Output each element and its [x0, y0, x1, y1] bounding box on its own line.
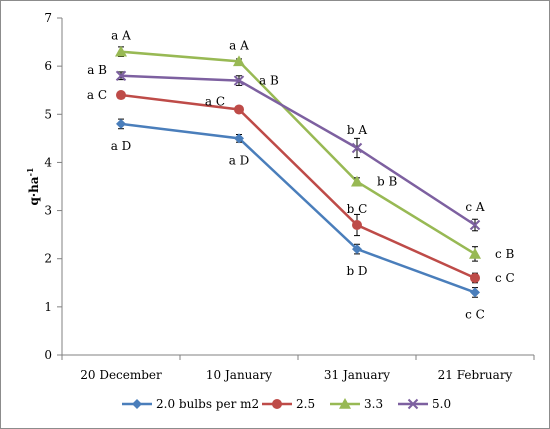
- data-point: [234, 133, 244, 144]
- data-point: [352, 220, 362, 231]
- legend-marker: [132, 399, 142, 409]
- data-label: c B: [495, 247, 515, 261]
- data-label: a A: [229, 38, 249, 52]
- series-line: [120, 93, 476, 280]
- data-point: [115, 70, 127, 81]
- data-point: [234, 104, 244, 115]
- data-point: [352, 244, 362, 255]
- y-tick-label: 6: [44, 59, 52, 73]
- series-line: [120, 74, 476, 227]
- data-label: b C: [347, 202, 368, 216]
- legend: 2.0 bulbs per m2 2.5 3.3 5.0: [122, 397, 451, 411]
- data-point: [233, 55, 245, 67]
- x-tick-label: 20 December: [80, 368, 162, 382]
- legend-entry-4: 5.0: [398, 397, 451, 411]
- data-label: a D: [229, 153, 250, 167]
- series-line: [120, 50, 476, 255]
- legend-entry-2: 2.5: [262, 397, 315, 411]
- series-1: [116, 118, 480, 298]
- legend-label: 5.0: [432, 397, 451, 411]
- legend-marker: [339, 398, 351, 409]
- data-label: b D: [346, 264, 367, 278]
- series-3: [115, 45, 481, 262]
- data-label: a C: [205, 94, 225, 108]
- legend-label: 2.5: [296, 397, 315, 411]
- data-label: c C: [465, 307, 485, 321]
- data-label: c A: [465, 200, 485, 214]
- x-tick-label: 31 January: [324, 368, 390, 382]
- x-tick-label: 10 January: [206, 368, 272, 382]
- y-tick-label: 4: [44, 155, 52, 169]
- legend-entry-3: 3.3: [330, 397, 383, 411]
- data-label: a D: [111, 139, 132, 153]
- x-tick-label: 21 February: [438, 368, 513, 382]
- data-label: a A: [111, 29, 131, 43]
- data-point: [233, 75, 245, 86]
- data-label: a C: [87, 88, 107, 102]
- series-layer: [115, 45, 481, 298]
- axes: 0 1 2 3 4 5 6 7 20 December 10 January 31 January 2…: [25, 11, 535, 382]
- data-point: [116, 118, 126, 129]
- data-label: b B: [377, 175, 397, 189]
- data-label: a B: [87, 63, 107, 77]
- series-line: [120, 122, 476, 294]
- series-4: [115, 70, 481, 232]
- data-point: [470, 287, 480, 298]
- y-tick-label: 1: [44, 300, 52, 314]
- series-2: [116, 90, 480, 284]
- data-label: b A: [347, 123, 367, 137]
- y-tick-label: 0: [44, 348, 52, 362]
- data-point: [351, 142, 363, 154]
- legend-entry-1: 2.0 bulbs per m2: [122, 397, 259, 411]
- data-point: [115, 45, 127, 57]
- legend-marker: [407, 398, 419, 410]
- y-tick-label: 5: [44, 107, 52, 121]
- data-point: [469, 247, 481, 259]
- data-point: [469, 219, 481, 231]
- data-point: [116, 90, 126, 101]
- legend-label: 3.3: [364, 397, 383, 411]
- legend-marker: [272, 399, 282, 409]
- data-label: a B: [259, 74, 279, 88]
- y-tick-label: 7: [44, 11, 52, 25]
- data-point: [470, 272, 480, 283]
- legend-label: 2.0 bulbs per m2: [156, 397, 259, 411]
- labels-layer: a D a D b D c C a C a C b C c C a A a A b B c B a B a…: [87, 29, 515, 322]
- data-label: c C: [495, 271, 515, 285]
- data-point: [351, 175, 363, 187]
- y-axis-label: q·ha-1: [25, 168, 41, 206]
- y-tick-label: 2: [44, 252, 52, 266]
- y-tick-label: 3: [44, 204, 52, 218]
